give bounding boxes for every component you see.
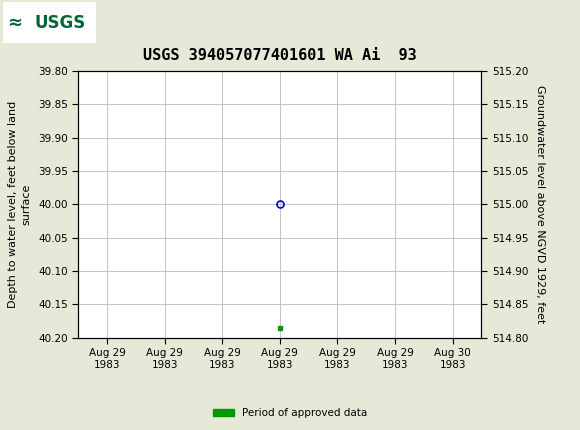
Text: USGS: USGS — [35, 14, 86, 31]
Text: ≈: ≈ — [7, 14, 22, 31]
Y-axis label: Groundwater level above NGVD 1929, feet: Groundwater level above NGVD 1929, feet — [535, 85, 545, 323]
FancyBboxPatch shape — [3, 2, 96, 43]
Y-axis label: Depth to water level, feet below land
surface: Depth to water level, feet below land su… — [8, 101, 31, 308]
Legend: Period of approved data: Period of approved data — [209, 404, 371, 423]
Title: USGS 394057077401601 WA Ai  93: USGS 394057077401601 WA Ai 93 — [143, 48, 416, 63]
